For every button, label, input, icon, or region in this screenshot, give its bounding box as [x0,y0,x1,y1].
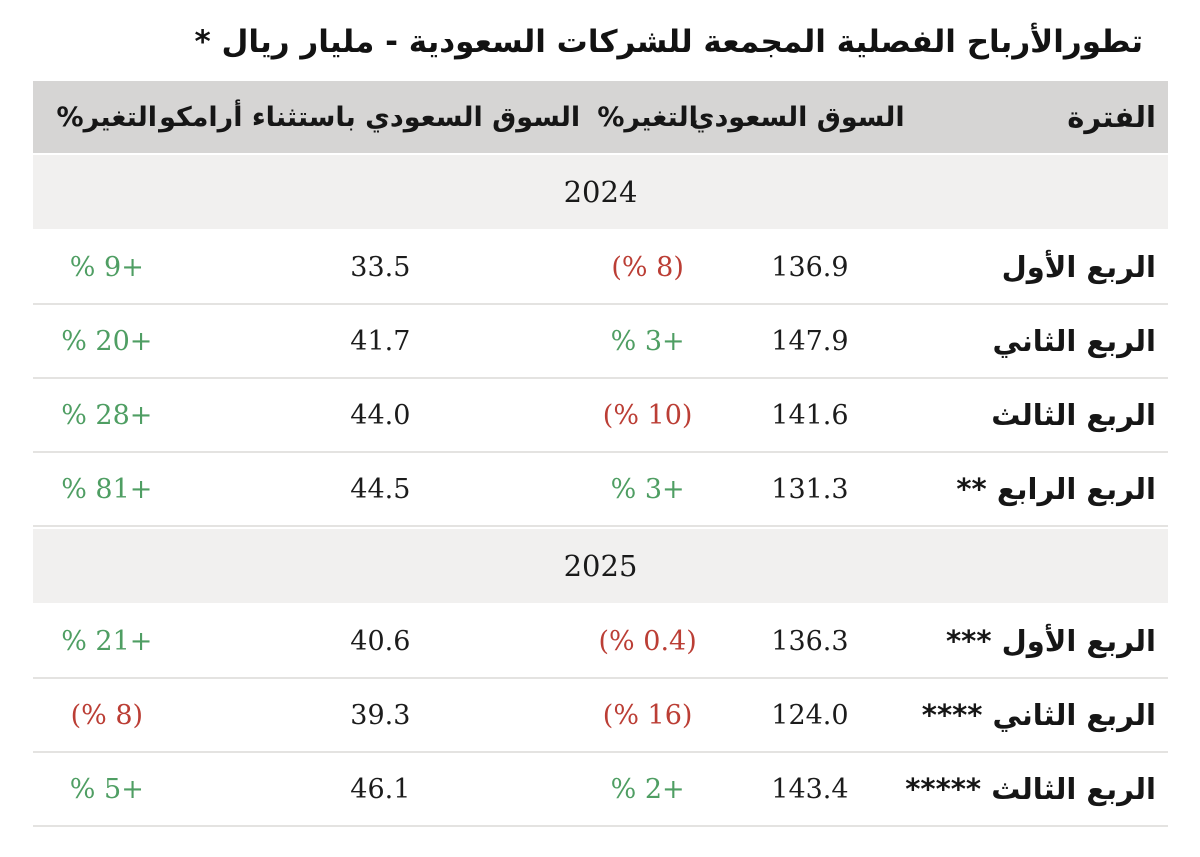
period-cell: الربع الرابع ** [956,472,1156,507]
header-period: الفترة [1067,100,1156,135]
market-value-cell: 143.4 [771,773,849,805]
table-row-q3-2024: الربع الثالث 141.6 (% 10) 44.0 % 28+ [33,379,1168,454]
market-change-cell: (% 0.4) [598,625,697,657]
ex-aramco-change-cell: % 5+ [69,773,144,805]
period-cell: الربع الثاني **** [921,698,1156,733]
table-row-q1-2024: الربع الأول 136.9 (% 8) 33.5 % 9+ [33,231,1168,306]
header-ex-aramco-change: التغير% [56,101,158,133]
table-row-q3-2025: الربع الثالث ***** 143.4 % 2+ 46.1 % 5+ [33,753,1168,828]
market-value-cell: 141.6 [771,399,849,431]
market-change-cell: % 3+ [610,473,685,505]
market-change-cell: (% 10) [602,399,693,431]
market-value-cell: 147.9 [771,325,849,357]
ex-aramco-change-cell: % 28+ [61,399,153,431]
market-change-cell: % 3+ [610,325,685,357]
year-label: 2024 [563,175,638,210]
table-row-q4-2024: الربع الرابع ** 131.3 % 3+ 44.5 % 81+ [33,453,1168,528]
period-cell: الربع الثالث [991,398,1156,433]
table-row-q1-2025: الربع الأول *** 136.3 (% 0.4) 40.6 % 21+ [33,605,1168,680]
market-change-cell: % 2+ [610,773,685,805]
ex-aramco-value-cell: 40.6 [350,625,411,657]
ex-aramco-value-cell: 41.7 [350,325,411,357]
market-value-cell: 124.0 [771,699,849,731]
ex-aramco-change-cell: % 21+ [61,625,153,657]
market-change-cell: (% 16) [602,699,693,731]
market-value-cell: 136.3 [771,625,849,657]
ex-aramco-value-cell: 44.0 [350,399,411,431]
period-cell: الربع الأول *** [946,624,1156,659]
ex-aramco-change-cell: (% 8) [70,699,144,731]
ex-aramco-value-cell: 46.1 [350,773,411,805]
year-band-2025: 2025 [33,529,1168,604]
period-cell: الربع الثالث ***** [905,772,1156,807]
period-cell: الربع الأول [1001,250,1156,285]
ex-aramco-value-cell: 39.3 [350,699,411,731]
ex-aramco-value-cell: 33.5 [350,251,411,283]
ex-aramco-change-cell: % 20+ [61,325,153,357]
period-cell: الربع الثاني [992,324,1156,359]
ex-aramco-value-cell: 44.5 [350,473,411,505]
quarterly-profits-table: الفترة السوق السعودي التغير% السوق السعو… [33,81,1168,828]
market-value-cell: 136.9 [771,251,849,283]
table-row-q2-2024: الربع الثاني 147.9 % 3+ 41.7 % 20+ [33,305,1168,380]
header-market-change: التغير% [597,101,698,133]
year-band-2024: 2024 [33,155,1168,230]
ex-aramco-change-cell: % 9+ [69,251,144,283]
header-ex-aramco: السوق السعودي باستثناء أرامكو [159,101,581,133]
market-value-cell: 131.3 [771,473,849,505]
ex-aramco-change-cell: % 81+ [61,473,153,505]
page-title: تطورالأرباح الفصلية المجمعة للشركات السع… [194,24,1143,60]
table-header-row: الفترة السوق السعودي التغير% السوق السعو… [33,81,1168,154]
year-label: 2025 [563,549,638,584]
table-row-q2-2025: الربع الثاني **** 124.0 (% 16) 39.3 (% 8… [33,679,1168,754]
header-market: السوق السعودي [689,101,905,133]
market-change-cell: (% 8) [611,251,684,283]
